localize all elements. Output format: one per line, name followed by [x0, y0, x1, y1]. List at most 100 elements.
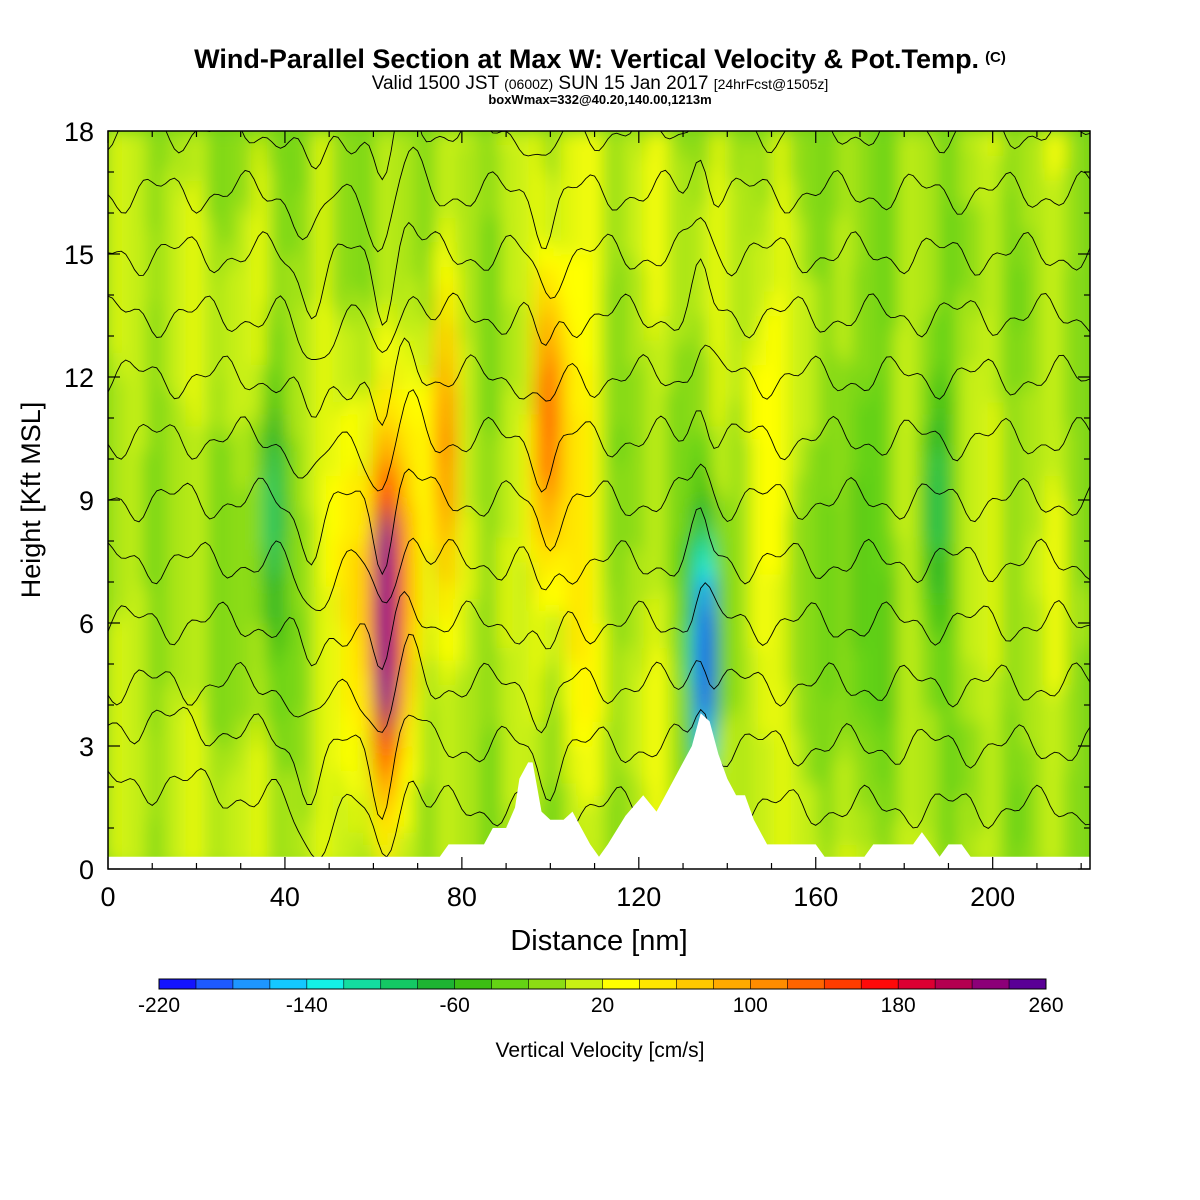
field-cell: [156, 204, 166, 218]
field-cell: [377, 290, 387, 304]
field-cell: [189, 376, 199, 390]
field-cell: [418, 597, 428, 612]
field-cell: [622, 228, 633, 243]
field-cell: [426, 474, 436, 489]
field-cell: [655, 770, 666, 784]
field-cell: [492, 659, 502, 673]
field-cell: [712, 339, 723, 353]
field-cell: [246, 745, 256, 759]
field-cell: [549, 351, 559, 366]
field-cell: [745, 376, 756, 390]
field-cell: [737, 450, 747, 464]
field-cell: [647, 474, 657, 489]
field-cell: [672, 364, 682, 378]
field-cell: [467, 659, 477, 673]
field-cell: [524, 425, 535, 440]
field-cell: [311, 819, 322, 833]
field-cell: [582, 228, 592, 243]
field-cell: [108, 131, 117, 144]
field-cell: [238, 204, 248, 218]
field-cell: [344, 351, 355, 366]
field-cell: [303, 314, 314, 329]
field-cell: [377, 511, 387, 526]
field-cell: [451, 413, 461, 427]
field-cell: [410, 155, 420, 169]
field-cell: [393, 536, 404, 550]
field-cell: [108, 462, 117, 476]
field-cell: [598, 610, 608, 624]
field-cell: [557, 782, 567, 796]
field-cell: [434, 770, 445, 784]
field-cell: [385, 696, 396, 710]
field-cell: [393, 843, 404, 858]
field-cell: [590, 278, 600, 292]
field-cell: [148, 610, 158, 624]
field-cell: [573, 683, 584, 698]
field-cell: [696, 671, 706, 686]
field-cell: [492, 216, 502, 230]
field-cell: [336, 708, 346, 722]
field-cell: [131, 241, 142, 255]
field-cell: [451, 585, 461, 599]
field-cell: [672, 585, 682, 599]
field-cell: [287, 302, 297, 317]
field-cell: [696, 278, 706, 292]
field-cell: [418, 228, 428, 243]
field-cell: [418, 216, 428, 230]
field-cell: [238, 228, 248, 243]
field-cell: [704, 204, 715, 218]
field-cell: [287, 770, 297, 784]
field-cell: [663, 585, 674, 599]
field-cell: [418, 142, 428, 157]
field-cell: [672, 265, 682, 280]
field-cell: [344, 733, 355, 747]
field-cell: [655, 733, 666, 747]
field-cell: [704, 499, 715, 513]
field-cell: [328, 499, 338, 513]
field-cell: [475, 794, 486, 809]
field-cell: [524, 376, 535, 390]
field-cell: [279, 548, 289, 563]
field-cell: [500, 647, 510, 661]
field-cell: [295, 622, 305, 636]
field-cell: [336, 487, 346, 501]
field-cell: [123, 499, 134, 513]
field-cell: [770, 524, 780, 538]
field-cell: [221, 622, 232, 636]
field-cell: [532, 339, 543, 353]
field-cell: [279, 253, 289, 267]
field-cell: [361, 782, 371, 796]
field-cell: [516, 560, 526, 575]
field-cell: [737, 647, 747, 661]
field-cell: [361, 265, 371, 280]
field-cell: [606, 647, 616, 661]
field-cell: [508, 560, 518, 575]
field-cell: [311, 745, 322, 759]
field-cell: [205, 770, 215, 784]
field-cell: [541, 401, 551, 415]
field-cell: [680, 425, 690, 440]
field-cell: [451, 437, 461, 452]
field-cell: [246, 634, 256, 649]
field-cell: [721, 683, 731, 698]
field-cell: [410, 401, 420, 415]
field-cell: [516, 388, 526, 403]
field-cell: [287, 388, 297, 403]
field-cell: [565, 278, 576, 292]
field-cell: [320, 425, 330, 440]
field-cell: [451, 388, 461, 403]
field-cell: [721, 597, 731, 612]
field-cell: [189, 843, 199, 858]
field-cell: [770, 401, 780, 415]
field-cell: [172, 327, 183, 341]
field-cell: [328, 364, 338, 378]
field-cell: [271, 216, 281, 230]
field-cell: [590, 241, 600, 255]
field-cell: [737, 167, 747, 181]
field-cell: [279, 167, 289, 181]
field-cell: [303, 339, 314, 353]
field-cell: [361, 585, 371, 599]
field-cell: [557, 450, 567, 464]
field-cell: [459, 548, 469, 563]
field-cell: [426, 708, 436, 722]
